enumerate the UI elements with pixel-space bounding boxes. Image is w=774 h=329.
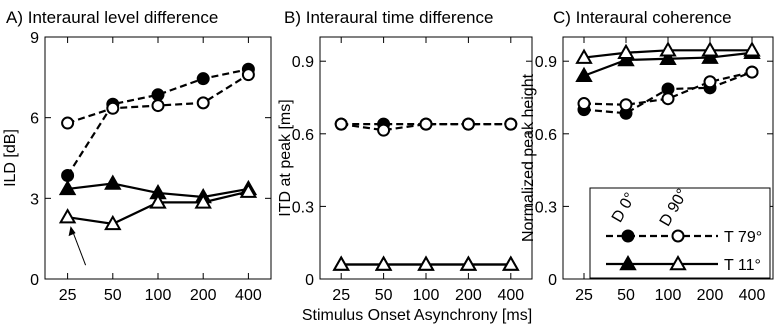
x-tick-label: 100 [413, 287, 440, 304]
series-line [68, 69, 249, 175]
data-point [198, 73, 209, 84]
data-point [505, 119, 516, 130]
chart-title: A) Interaural level difference [6, 8, 218, 27]
x-tick-label: 400 [739, 287, 766, 304]
y-tick-label: 0 [305, 272, 314, 289]
data-point [705, 76, 716, 87]
series-3 [334, 257, 518, 269]
x-tick-label: 100 [145, 287, 172, 304]
series-1 [336, 119, 517, 136]
x-tick-label: 50 [375, 287, 393, 304]
x-tick-label: 200 [190, 287, 217, 304]
data-point [579, 98, 590, 109]
plot-frame [45, 37, 271, 279]
x-axis-label: Stimulus Onset Asynchrony [ms] [302, 307, 532, 324]
data-point [663, 93, 674, 104]
data-point [243, 69, 254, 80]
data-point [621, 99, 632, 110]
y-tick-label: 0.9 [292, 54, 314, 71]
data-point [336, 119, 347, 130]
data-point [463, 119, 474, 130]
data-point [421, 119, 432, 130]
y-tick-label: 0.6 [292, 127, 314, 144]
data-point [153, 89, 164, 100]
plot-frame [320, 37, 532, 279]
data-point [62, 170, 73, 181]
chart-panel-0: A) Interaural level difference 0 3 6 9 25 50 10… [2, 8, 271, 304]
y-tick-label: 3 [30, 191, 39, 208]
data-point [61, 210, 75, 222]
y-tick-label: 0.3 [292, 199, 314, 216]
legend-marker [673, 231, 684, 242]
x-tick-label: 200 [697, 287, 724, 304]
annotation-arrow [73, 231, 86, 265]
data-point [747, 67, 758, 78]
legend: D 0° D 90°T 79°T 11° [590, 186, 770, 278]
data-point [62, 118, 73, 129]
x-tick-label: 25 [332, 287, 350, 304]
chart-panel-1: B) Interaural time difference 0 0.3 0.6 0.9 2… [277, 8, 532, 324]
legend-marker [623, 231, 634, 242]
chart-panel-2: C) Interaural coherence 0 0.3 0.6 0.9 25 50 100… [520, 8, 773, 304]
x-tick-label: 50 [104, 287, 122, 304]
y-axis-label: ILD [dB] [2, 129, 19, 187]
data-point [198, 97, 209, 108]
y-tick-label: 0.6 [535, 127, 557, 144]
series-0 [62, 64, 254, 181]
y-axis-label: ITD at peak [ms] [277, 99, 294, 216]
y-tick-label: 0 [548, 272, 557, 289]
data-point [107, 103, 118, 114]
legend-row-label: T 79° [724, 229, 762, 246]
x-tick-label: 25 [575, 287, 593, 304]
x-tick-label: 200 [455, 287, 482, 304]
x-tick-label: 400 [235, 287, 262, 304]
data-point [153, 100, 164, 111]
chart-title: C) Interaural coherence [553, 8, 732, 27]
x-tick-label: 100 [655, 287, 682, 304]
legend-row-label: T 11° [724, 257, 761, 274]
x-tick-label: 50 [617, 287, 635, 304]
y-tick-label: 0.9 [535, 54, 557, 71]
chart-title: B) Interaural time difference [284, 8, 493, 27]
y-tick-label: 9 [30, 30, 39, 47]
y-tick-label: 0 [30, 272, 39, 289]
x-tick-label: 400 [497, 287, 524, 304]
x-tick-label: 25 [59, 287, 77, 304]
y-axis-label: Normalized peak height [520, 73, 537, 242]
y-tick-label: 6 [30, 111, 39, 128]
annotation-arrowhead [69, 226, 76, 236]
data-point [106, 177, 120, 189]
data-point [378, 125, 389, 136]
y-tick-label: 0.3 [535, 199, 557, 216]
